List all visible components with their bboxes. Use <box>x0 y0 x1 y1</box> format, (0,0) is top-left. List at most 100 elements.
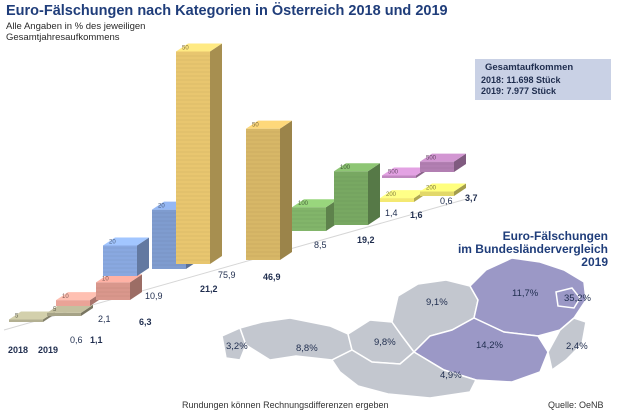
bar-top-2019-100 <box>334 163 380 172</box>
value-label-2018-500: 0,6 <box>440 196 453 206</box>
bar-top-2019-50 <box>246 120 292 129</box>
bar-side-2019-500 <box>454 153 466 172</box>
bar-front-2018-200 <box>380 198 414 202</box>
total-box: Gesamtaufkommen 2018: 11.698 Stück 2019:… <box>475 59 611 100</box>
bar-front-2019-500 <box>420 161 454 172</box>
banknote-denomination: 100 <box>340 165 351 171</box>
bar-front-2019-10 <box>96 282 130 300</box>
bar-top-2019-500 <box>420 153 466 162</box>
map-value-steiermark: 14,2% <box>476 340 503 351</box>
value-label-2019-100: 19,2 <box>357 235 375 245</box>
value-label-2018-5: 0,6 <box>70 335 83 345</box>
map-value-tirol: 8,8% <box>296 343 318 354</box>
bar-top-2019-5 <box>47 304 93 313</box>
map-value-vorarlberg: 3,2% <box>226 341 248 352</box>
map-title-line2: im Bundesländervergleich <box>457 242 608 256</box>
value-label-2019-500: 3,7 <box>465 193 478 203</box>
source-note: Quelle: OeNB <box>548 400 604 410</box>
bar-side-2019-10 <box>130 274 142 300</box>
year-label-2018: 2018 <box>8 345 28 355</box>
bar-2018-200: 200 <box>380 190 426 202</box>
bar-2019-500: 500 <box>420 153 466 172</box>
region-kaernten <box>330 349 478 399</box>
bar-top-2018-20 <box>103 237 149 246</box>
value-label-2019-20: 21,2 <box>200 284 218 294</box>
banknote-denomination: 200 <box>426 186 437 192</box>
banknote-denomination: 500 <box>426 156 437 162</box>
banknote-denomination: 200 <box>386 192 397 198</box>
value-label-2018-200: 1,4 <box>385 208 398 218</box>
bar-2019-100: 100 <box>334 163 380 225</box>
total-2018: 2018: 11.698 Stück <box>481 75 561 85</box>
map-value-wien: 35,2% <box>564 293 591 304</box>
bar-front-2019-50 <box>246 128 280 260</box>
value-label-2018-10: 2,1 <box>98 314 111 324</box>
map-title: Euro-Fälschungen im Bundesländervergleic… <box>458 230 608 269</box>
bar-side-2018-50 <box>210 43 222 265</box>
total-box-heading: Gesamtaufkommen <box>485 62 574 73</box>
value-label-2019-50: 46,9 <box>263 272 281 282</box>
bar-side-2019-100 <box>368 163 380 225</box>
banknote-denomination: 50 <box>252 123 259 129</box>
austria-map: 3,2% 8,8% 9,8% 9,1% 11,7% 35,2% 14,2% 2,4% 4,9% <box>221 257 591 399</box>
bar-front-2019-5 <box>47 312 81 316</box>
bar-2019-10: 10 <box>96 274 142 300</box>
bar-side-2019-200 <box>454 183 466 196</box>
total-2019: 2019: 7.977 Stück <box>481 86 557 96</box>
value-label-2018-50: 75,9 <box>218 270 236 280</box>
bar-2019-5: 5 <box>47 304 93 316</box>
map-value-salzburg: 9,8% <box>374 337 396 348</box>
banknote-denomination: 100 <box>298 201 309 207</box>
bar-top-2018-100 <box>292 199 338 208</box>
bar-front-2018-50 <box>176 51 210 265</box>
value-label-2019-10: 6,3 <box>139 317 152 327</box>
bar-top-2018-50 <box>176 43 222 52</box>
bar-front-2018-5 <box>9 319 43 322</box>
region-wien <box>555 287 581 309</box>
bar-top-2018-10 <box>56 292 102 301</box>
bar-front-2018-500 <box>382 175 416 178</box>
chart-subtitle: Alle Angaben in % des jeweiligen Gesamtj… <box>6 21 146 43</box>
banknote-denomination: 10 <box>62 294 69 300</box>
region-burgenland <box>547 317 587 372</box>
bar-top-2019-200 <box>420 183 466 192</box>
year-label-2019: 2019 <box>38 345 58 355</box>
banknote-denomination: 5 <box>15 314 19 320</box>
map-value-burgenland: 2,4% <box>566 341 588 352</box>
bar-2018-50: 50 <box>176 43 222 265</box>
bar-front-2019-100 <box>334 171 368 225</box>
bar-top-2019-10 <box>96 274 142 283</box>
map-title-line3: 2019 <box>581 255 608 269</box>
banknote-denomination: 5 <box>53 307 57 313</box>
bar-top-2018-200 <box>380 190 426 199</box>
map-value-niedersterreich: 11,7% <box>512 288 539 299</box>
footer-note: Rundungen können Rechnungsdifferenzen er… <box>182 400 389 410</box>
bar-side-2019-5 <box>81 304 93 316</box>
bar-front-2018-10 <box>56 300 90 306</box>
bar-side-2018-20 <box>137 237 149 276</box>
bar-front-2018-20 <box>103 245 137 276</box>
bar-2019-200: 200 <box>420 183 466 196</box>
value-label-2019-200: 1,6 <box>410 210 423 220</box>
bar-2018-20: 20 <box>103 237 149 276</box>
region-vorarlberg <box>221 326 247 361</box>
bar-front-2019-200 <box>420 191 454 196</box>
bar-2018-100: 100 <box>292 199 338 231</box>
banknote-denomination: 10 <box>102 276 109 282</box>
banknote-denomination: 20 <box>109 239 116 245</box>
bar-top-2018-5 <box>9 311 55 320</box>
value-label-2018-20: 10,9 <box>145 291 163 301</box>
map-title-line1: Euro-Fälschungen <box>502 229 608 243</box>
value-label-2018-100: 8,5 <box>314 240 327 250</box>
map-value-obersterreich: 9,1% <box>426 297 448 308</box>
banknote-denomination: 500 <box>388 170 399 176</box>
bar-2019-50: 50 <box>246 120 292 261</box>
banknote-denomination: 50 <box>182 45 189 51</box>
map-value-krnten: 4,9% <box>440 370 462 381</box>
value-label-2019-5: 1,1 <box>90 335 103 345</box>
banknote-denomination: 20 <box>158 204 165 210</box>
bar-side-2019-50 <box>280 120 292 261</box>
chart-title: Euro-Fälschungen nach Kategorien in Öste… <box>6 3 448 19</box>
bar-top-2018-500 <box>382 167 428 176</box>
